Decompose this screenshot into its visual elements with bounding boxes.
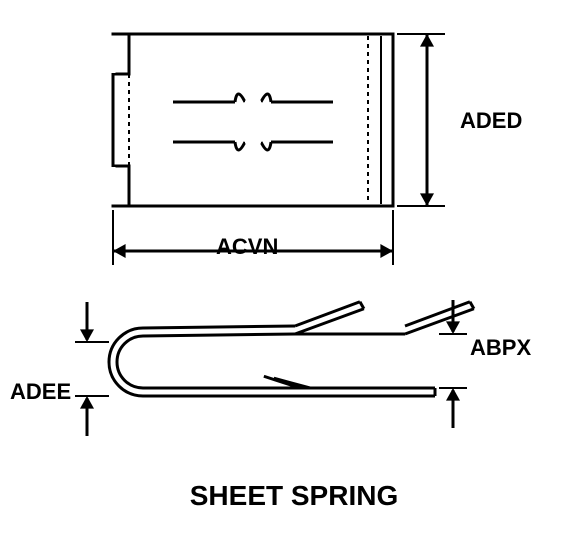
top-view-drawing [0,0,588,280]
dim-label-abpx: ABPX [470,335,531,361]
diagram-title: SHEET SPRING [0,480,588,512]
dim-label-adee: ADEE [10,379,71,405]
diagram-container: ADED ACVN ABPX ADEE SHEET SPRING [0,0,588,560]
dim-label-aded: ADED [460,108,522,134]
side-view-drawing [0,300,588,500]
dim-label-acvn: ACVN [216,234,278,260]
